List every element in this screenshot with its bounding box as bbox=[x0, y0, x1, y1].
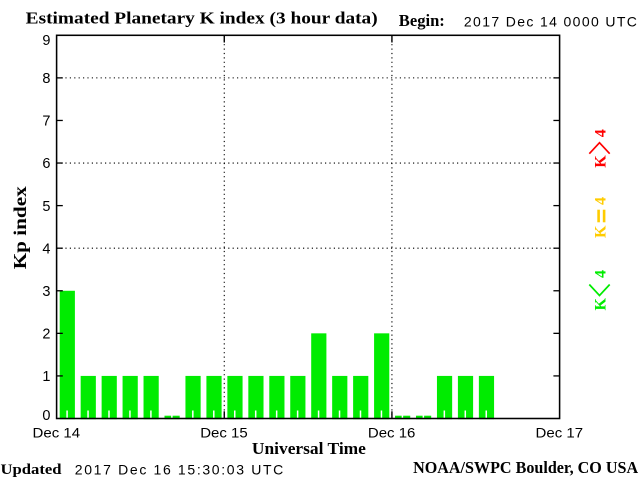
svg-text:9: 9 bbox=[42, 33, 50, 49]
svg-text:2: 2 bbox=[42, 327, 50, 343]
svg-text:Kp index: Kp index bbox=[10, 186, 30, 269]
svg-text:Universal Time: Universal Time bbox=[252, 439, 366, 458]
svg-text:1: 1 bbox=[42, 369, 50, 385]
svg-text:Estimated Planetary K index (3: Estimated Planetary K index (3 hour data… bbox=[26, 8, 378, 27]
svg-text:0: 0 bbox=[42, 408, 50, 424]
svg-text:4: 4 bbox=[593, 197, 610, 205]
svg-text:4: 4 bbox=[593, 270, 610, 278]
svg-text:2017 Dec 16 15:30:03 UTC: 2017 Dec 16 15:30:03 UTC bbox=[75, 462, 283, 478]
svg-text:8: 8 bbox=[42, 71, 50, 87]
svg-text:6: 6 bbox=[42, 156, 50, 172]
svg-text:2017 Dec 14 0000 UTC: 2017 Dec 14 0000 UTC bbox=[464, 14, 637, 30]
svg-text:NOAA/SWPC Boulder, CO USA: NOAA/SWPC Boulder, CO USA bbox=[413, 458, 639, 477]
svg-text:K: K bbox=[593, 155, 610, 168]
svg-text:Updated: Updated bbox=[1, 462, 63, 478]
svg-text:4: 4 bbox=[593, 129, 610, 137]
svg-text:4: 4 bbox=[42, 241, 50, 257]
svg-text:Dec 14: Dec 14 bbox=[33, 425, 81, 440]
svg-text:Dec 17: Dec 17 bbox=[536, 425, 584, 440]
svg-text:7: 7 bbox=[42, 114, 50, 130]
svg-text:3: 3 bbox=[42, 284, 50, 300]
svg-text:Begin:: Begin: bbox=[399, 11, 445, 30]
svg-text:Dec 16: Dec 16 bbox=[368, 425, 416, 440]
svg-text:5: 5 bbox=[42, 199, 50, 215]
svg-text:K: K bbox=[593, 298, 610, 311]
svg-text:K: K bbox=[593, 225, 610, 238]
svg-text:Dec 15: Dec 15 bbox=[200, 425, 248, 440]
